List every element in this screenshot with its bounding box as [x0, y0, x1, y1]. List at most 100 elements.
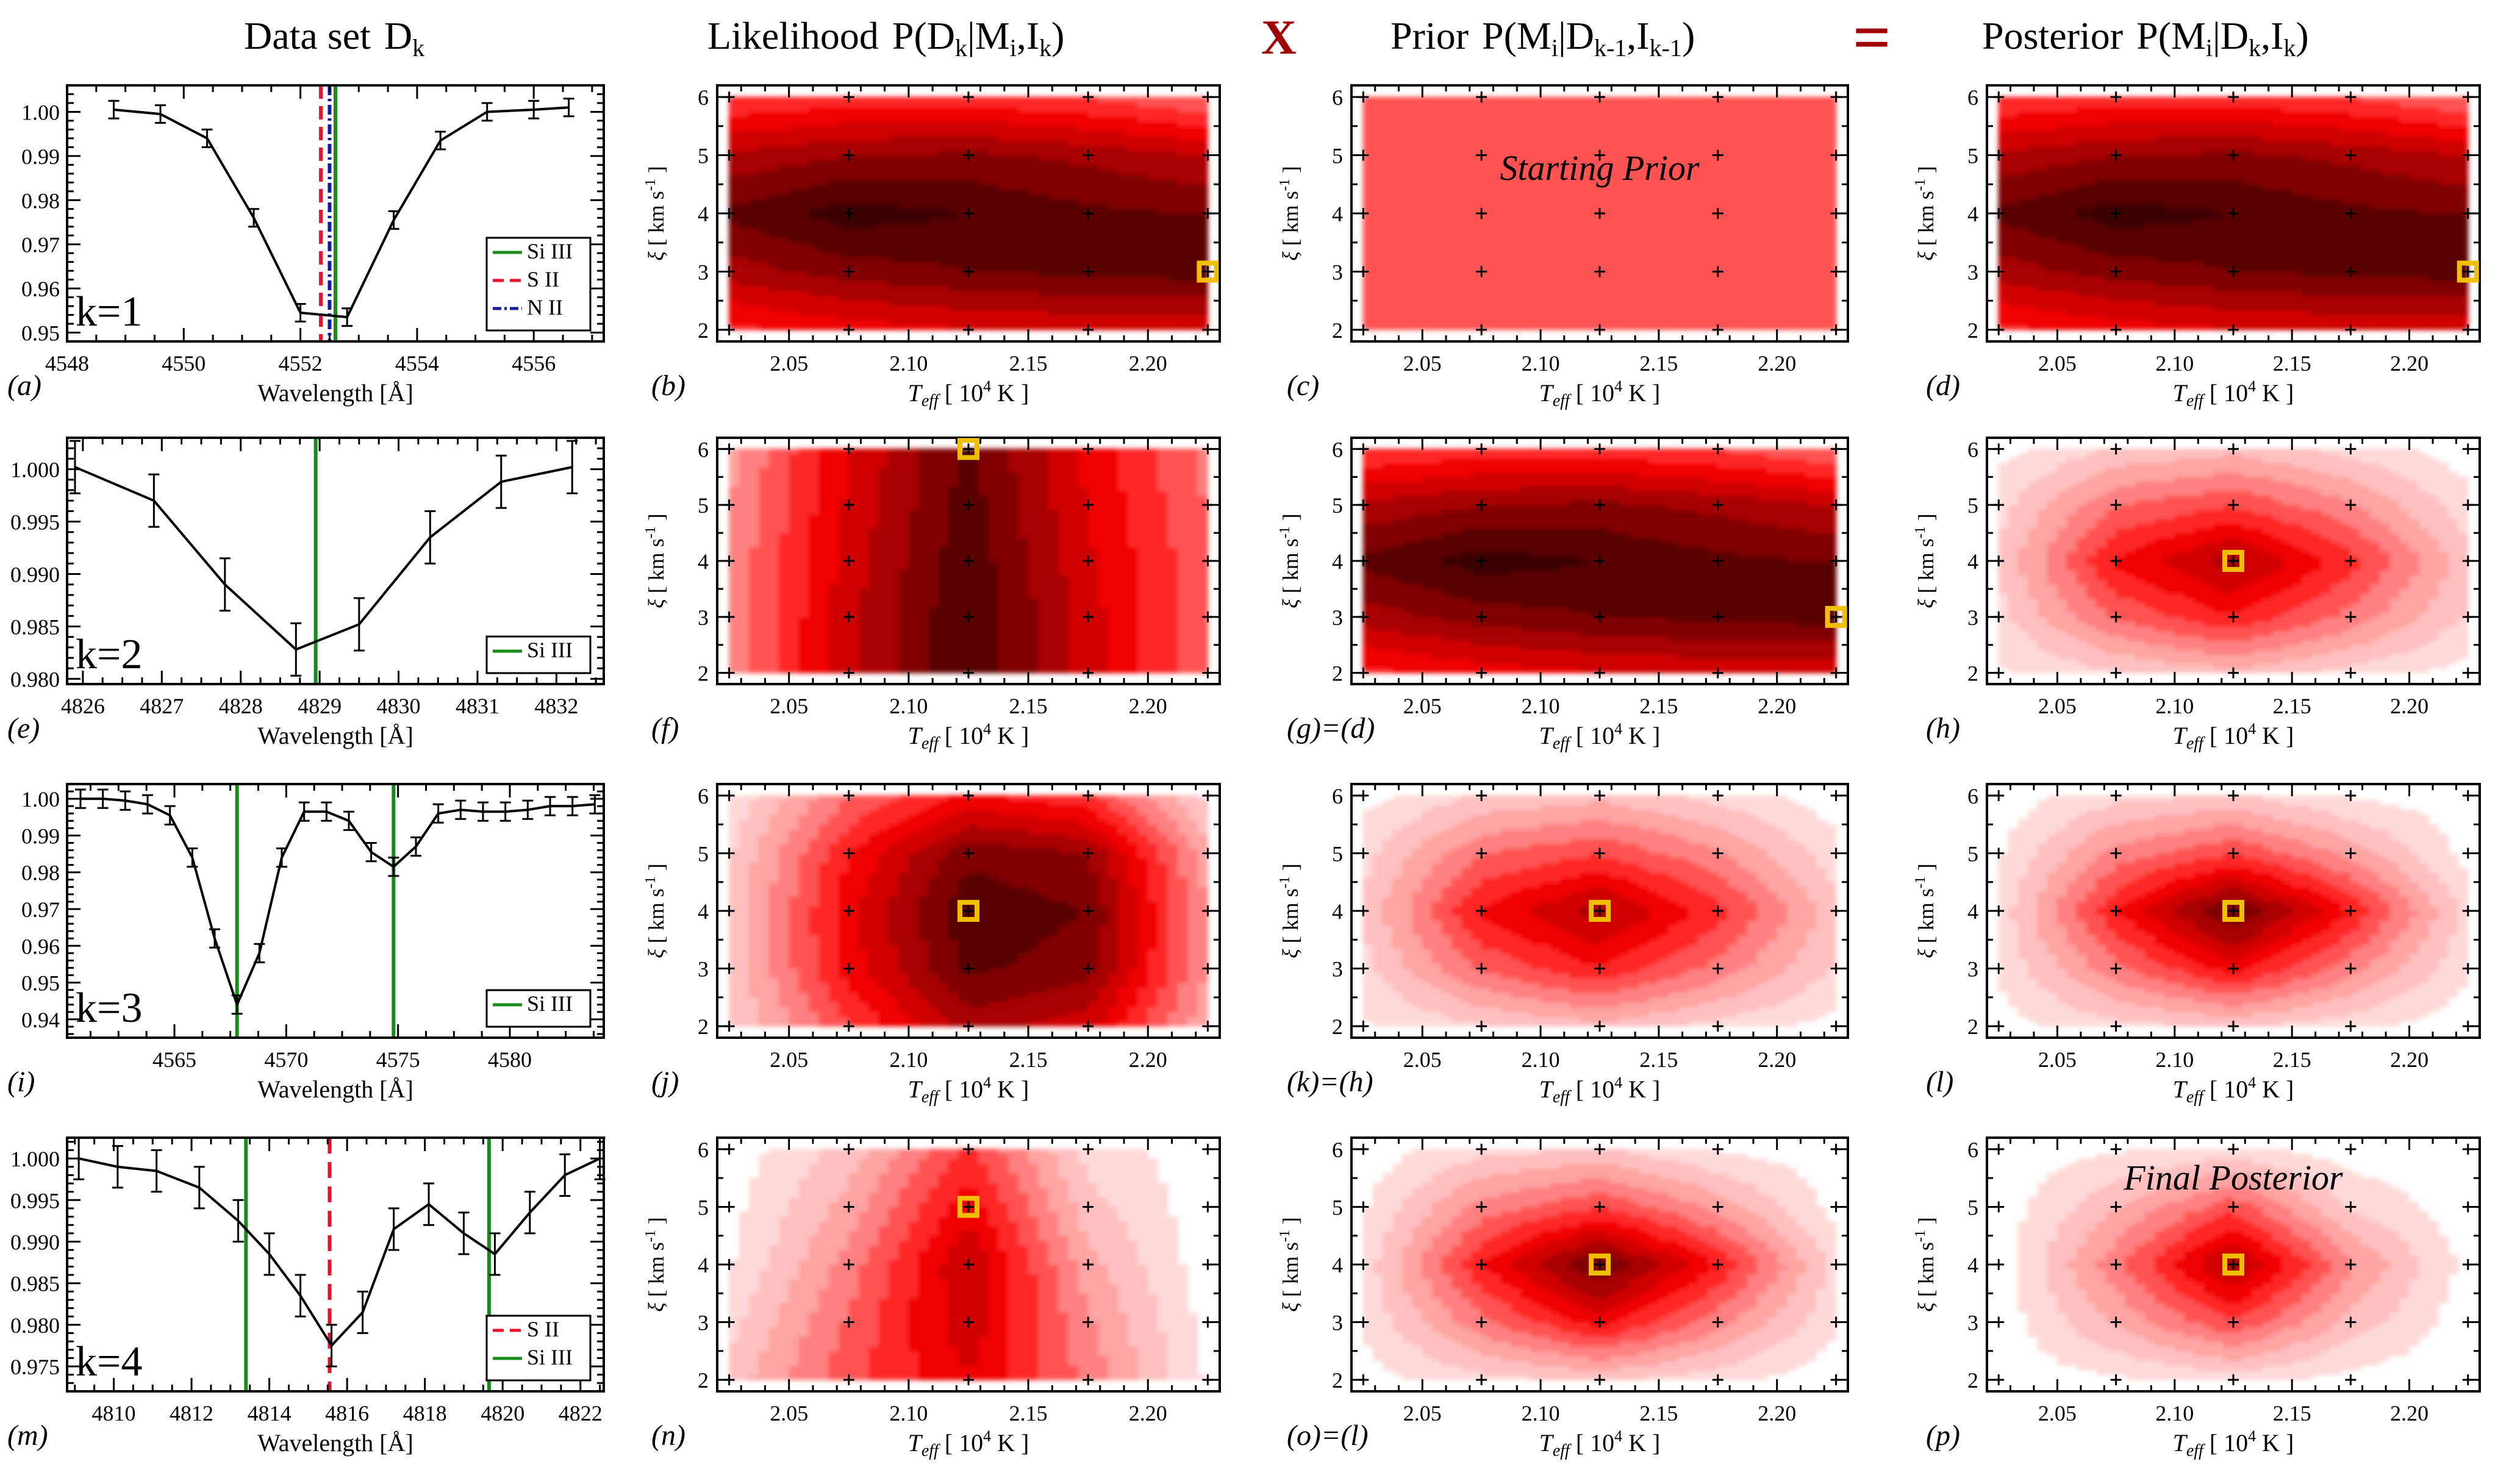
- x-tick-label: 4828: [219, 694, 263, 718]
- x-tick-label: 2.20: [1129, 1047, 1167, 1072]
- y-tick-label: 2: [1332, 1015, 1343, 1039]
- x-tick-label: 2.10: [889, 1401, 928, 1425]
- model-grid-point: [2228, 1143, 2239, 1155]
- error-bar: [219, 557, 231, 612]
- model-grid-point: [963, 266, 974, 277]
- x-axis-label: Teff [ 104 K ]: [1539, 377, 1661, 410]
- error-bar: [326, 1324, 337, 1368]
- x-axis-label: Teff [ 104 K ]: [1539, 1427, 1661, 1460]
- model-grid-point: [1476, 1201, 1487, 1213]
- model-grid-point: [2228, 1021, 2239, 1032]
- legend: S II Si III: [485, 1315, 592, 1382]
- model-grid-point: [843, 208, 854, 219]
- model-grid-point: [1083, 149, 1094, 161]
- error-bar: [365, 841, 377, 863]
- y-tick-label: 3: [1332, 260, 1343, 284]
- error-bar: [298, 801, 310, 822]
- y-axis-label: ξ [ km s-1 ]: [1913, 1217, 1938, 1311]
- model-grid-point: [2228, 1374, 2239, 1386]
- model-grid-point: [1712, 324, 1723, 335]
- model-grid-point: [2228, 905, 2239, 916]
- legend: Si III: [485, 635, 592, 674]
- model-grid-point: [1594, 324, 1605, 335]
- x-tick-label: 2.05: [2038, 694, 2077, 718]
- y-tick-label: 2: [1967, 318, 1978, 343]
- model-grid-point: [2110, 555, 2122, 566]
- panel-label: (m): [7, 1419, 48, 1452]
- model-grid-point: [1083, 1374, 1094, 1386]
- error-bar: [481, 102, 493, 122]
- error-bar: [290, 622, 302, 677]
- max-probability-marker: [1825, 605, 1847, 628]
- model-grid-point: [2345, 667, 2357, 679]
- model-grid-point: [1594, 790, 1605, 801]
- x-axis-label: Teff [ 104 K ]: [2173, 1074, 2294, 1107]
- y-tick-label: 2: [1967, 1368, 1978, 1393]
- x-axis-label: Wavelength [Å]: [257, 379, 413, 407]
- x-tick-label: 2.15: [2273, 1047, 2311, 1072]
- y-axis-label: ξ [ km s-1 ]: [1913, 166, 1938, 260]
- x-tick-label: 2.15: [2273, 1401, 2311, 1425]
- contour-panel-10: 2.05 2.10 2.15 2.20 2 3 4 5 6 Teff [ 104 K ] ξ [ k…: [643, 1136, 1221, 1460]
- model-grid-point: [2345, 905, 2357, 916]
- model-grid-point: [2110, 963, 2122, 974]
- probability-contours: [1998, 795, 2469, 1027]
- model-grid-point: [1594, 91, 1605, 103]
- k-label: k=2: [76, 631, 142, 678]
- max-probability-marker: [1589, 1254, 1611, 1275]
- error-bar: [528, 99, 540, 120]
- model-grid-point: [2110, 91, 2122, 103]
- x-tick-label: 4826: [61, 694, 105, 718]
- x-axis-label: Teff [ 104 K ]: [908, 377, 1029, 410]
- model-grid-point: [1712, 1201, 1723, 1213]
- contour-panel-2: 2.05 2.10 2.15 2.20 2 3 4 5 6 Teff [ 104 K ] ξ [ k…: [1277, 84, 1849, 410]
- y-axis-label: ξ [ km s-1 ]: [1277, 863, 1303, 958]
- x-tick-label: 2.20: [1758, 1401, 1796, 1425]
- model-grid-point: [1594, 667, 1605, 679]
- x-axis-label: Teff [ 104 K ]: [908, 1074, 1029, 1107]
- x-tick-label: 2.05: [2038, 351, 2077, 376]
- model-grid-point: [843, 1316, 854, 1328]
- probability-contours: [729, 448, 1208, 674]
- model-grid-point: [843, 1143, 854, 1155]
- x-tick-label: 4829: [298, 694, 342, 718]
- y-tick-label: 3: [698, 1311, 709, 1335]
- model-grid-point: [2345, 149, 2357, 161]
- model-grid-point: [2110, 324, 2122, 335]
- model-grid-point: [1712, 208, 1723, 219]
- error-bar: [69, 440, 81, 494]
- model-grid-point: [843, 1021, 854, 1032]
- y-tick-label: 0.990: [10, 562, 60, 587]
- y-tick-label: 6: [1967, 1138, 1978, 1162]
- model-grid-point: [2110, 611, 2122, 622]
- y-tick-label: 2: [698, 1015, 709, 1039]
- error-bar: [142, 794, 153, 815]
- model-grid-point: [2345, 1316, 2357, 1328]
- model-grid-point: [2110, 847, 2122, 859]
- x-tick-label: 2.05: [1403, 351, 1442, 376]
- model-grid-point: [2228, 1259, 2239, 1270]
- model-grid-point: [2345, 963, 2357, 974]
- spectrum-panel-3: 4565 4570 4575 4580 0.94 0.95 0.96 0.97 0.98 0.99…: [7, 783, 605, 1103]
- model-grid-point: [2228, 963, 2239, 974]
- legend-label: S II: [527, 1317, 559, 1341]
- y-tick-label: 5: [698, 144, 709, 168]
- y-tick-label: 4: [1332, 899, 1343, 924]
- y-tick-label: 0.97: [21, 897, 60, 922]
- y-tick-label: 4: [1332, 202, 1343, 226]
- error-bar: [248, 208, 260, 228]
- error-bar: [231, 994, 243, 1015]
- model-grid-point: [1476, 266, 1487, 277]
- max-probability-marker: [1197, 260, 1219, 283]
- error-bar: [112, 1145, 123, 1189]
- error-bar: [567, 796, 578, 816]
- probability-contours: [1362, 795, 1837, 1027]
- probability-contours: [729, 96, 1208, 330]
- x-tick-label: 2.20: [2390, 1401, 2428, 1425]
- contour-panel-6: 2.05 2.10 2.15 2.20 2 3 4 5 6 Teff [ 104 K ] ξ [ k…: [1913, 437, 2481, 753]
- x-tick-label: 2.10: [2155, 1401, 2194, 1425]
- error-bar: [455, 799, 467, 820]
- y-tick-label: 1.00: [21, 787, 60, 812]
- model-grid-point: [1712, 667, 1723, 679]
- model-grid-point: [2110, 1374, 2122, 1386]
